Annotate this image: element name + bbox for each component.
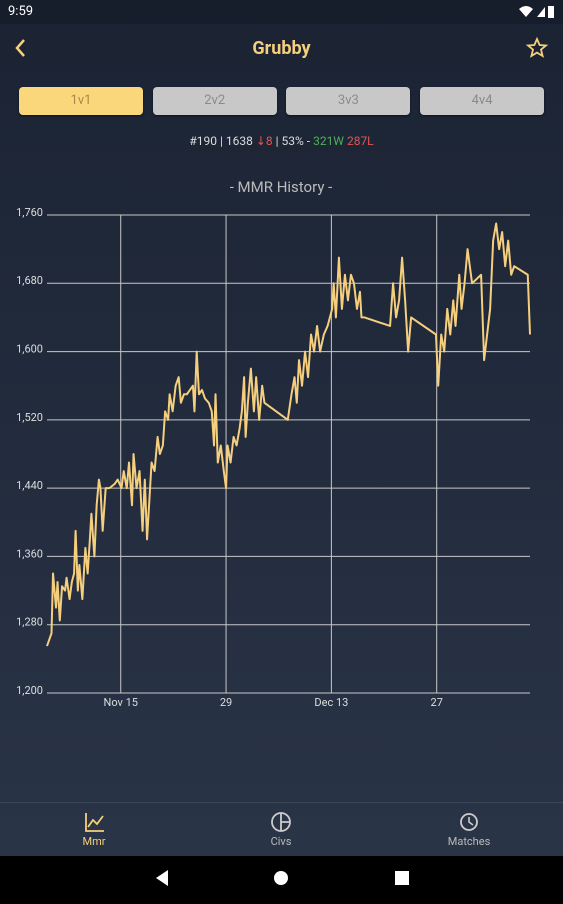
- winrate: | 53% -: [275, 134, 311, 148]
- losses: 287L: [346, 134, 374, 148]
- back-button[interactable]: [10, 36, 34, 60]
- nav-item[interactable]: Mmr: [82, 835, 106, 848]
- mode-tab[interactable]: 2v2: [152, 87, 277, 115]
- wins: 321W: [313, 134, 344, 148]
- nav-item[interactable]: Civs: [270, 835, 292, 848]
- y-tick-label: 1,360: [16, 547, 43, 560]
- status-icons: [519, 6, 554, 18]
- x-tick-label: Dec 13: [314, 696, 348, 709]
- mode-tab[interactable]: 3v3: [286, 87, 411, 115]
- bottom-nav: Mmr Civs Matches: [0, 802, 563, 857]
- y-tick-label: 1,760: [16, 206, 43, 219]
- rank-rating: #190 | 1638: [189, 134, 253, 148]
- mode-tab[interactable]: 1v1: [19, 87, 143, 115]
- favorite-button[interactable]: [525, 36, 549, 60]
- mmr-line: [46, 222, 531, 647]
- header-title: Grubby: [252, 38, 311, 59]
- player-stats: #190 | 1638 ↓8 | 53% - 321W 287L: [0, 134, 563, 148]
- sys-home[interactable]: [274, 871, 288, 885]
- x-tick-label: Nov 15: [103, 696, 137, 709]
- mode-tab[interactable]: 4v4: [420, 87, 545, 115]
- nav-icons: [85, 812, 478, 832]
- y-tick-label: 1,600: [16, 342, 43, 355]
- y-tick-label: 1,440: [16, 479, 43, 492]
- header: Grubby: [0, 24, 563, 74]
- y-tick-label: 1,200: [16, 684, 43, 697]
- system-buttons: [156, 870, 409, 886]
- chart-title: - MMR History -: [230, 178, 333, 196]
- chart: - MMR History - 1,200 1,280 1,360 1,440 1,52…: [16, 178, 531, 709]
- x-tick-label: 27: [431, 696, 443, 709]
- nav-item[interactable]: Matches: [447, 835, 491, 848]
- y-tick-label: 1,520: [16, 411, 43, 424]
- sys-back[interactable]: [156, 870, 168, 886]
- system-nav-bar: [0, 856, 563, 900]
- y-tick-label: 1,280: [16, 616, 43, 629]
- status-time: 9:59: [8, 4, 34, 19]
- sys-recents[interactable]: [395, 871, 409, 885]
- y-tick-label: 1,680: [16, 274, 43, 287]
- rating-change: ↓8: [255, 134, 273, 148]
- status-bar: 9:59: [0, 0, 563, 24]
- x-tick-label: 29: [220, 696, 232, 709]
